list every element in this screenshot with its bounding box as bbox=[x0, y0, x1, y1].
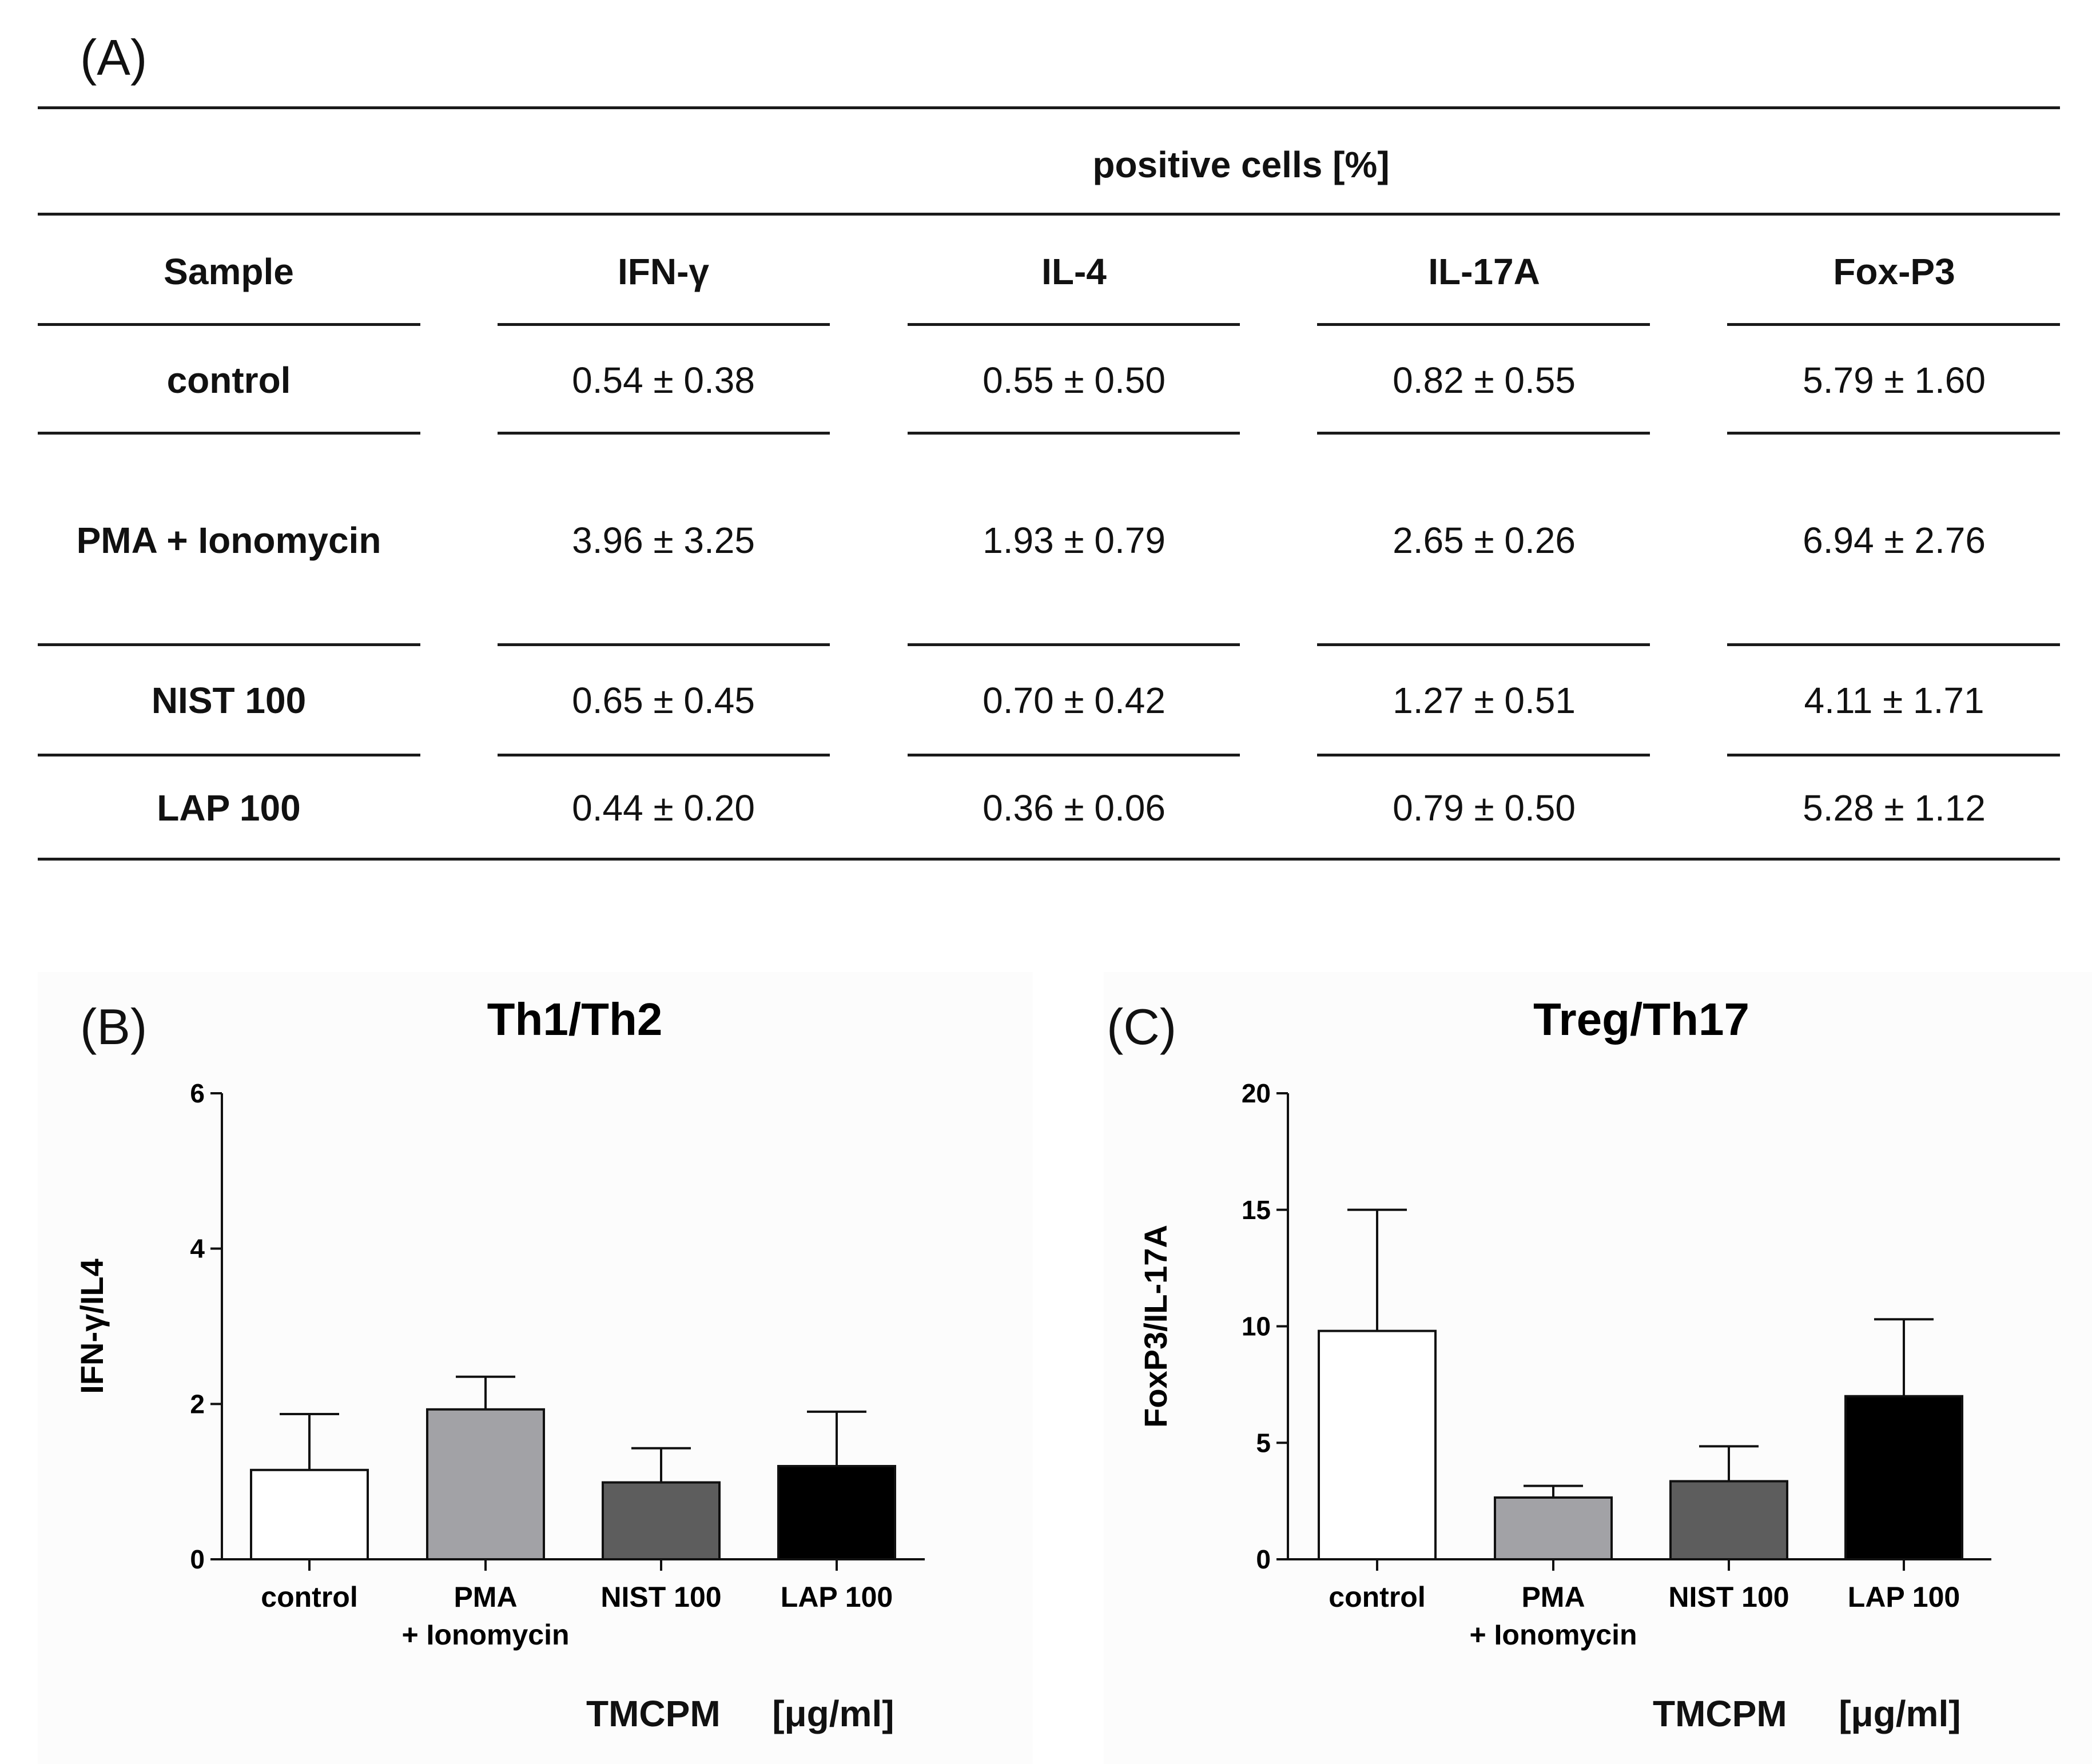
table-cell: 1.93 ± 0.79 bbox=[983, 520, 1166, 561]
table-row-rule bbox=[1727, 643, 2060, 646]
table-column-header: IL-4 bbox=[1041, 251, 1107, 292]
table-row-rule bbox=[908, 323, 1240, 326]
table-row-label: control bbox=[166, 360, 291, 401]
table-row-label: LAP 100 bbox=[157, 787, 301, 829]
panel-a-label-text: (A) bbox=[80, 29, 148, 86]
panel-c-unit-name: TMCPM bbox=[1653, 1693, 1787, 1734]
x-category-label: PMA bbox=[1521, 1581, 1585, 1613]
x-category-label: + Ionomycin bbox=[401, 1619, 569, 1651]
y-tick-label: 2 bbox=[190, 1389, 205, 1419]
x-category-label: LAP 100 bbox=[781, 1581, 893, 1613]
table-row-rule bbox=[38, 432, 420, 435]
table-row-rule bbox=[1317, 323, 1650, 326]
table-row-rule bbox=[908, 432, 1240, 435]
table-cell: 1.27 ± 0.51 bbox=[1393, 680, 1576, 721]
panel-b bbox=[38, 972, 1033, 1764]
table-cell: 5.79 ± 1.60 bbox=[1803, 360, 1986, 401]
table-row-rule bbox=[498, 432, 830, 435]
table-header-group: positive cells [%] bbox=[1092, 144, 1390, 185]
bar bbox=[426, 1408, 545, 1560]
bar bbox=[1494, 1496, 1613, 1561]
table-cell: 3.96 ± 3.25 bbox=[572, 520, 755, 561]
x-category-label: PMA bbox=[454, 1581, 517, 1613]
y-axis-label: FoxP3/IL-17A bbox=[1138, 1225, 1174, 1428]
table-cell: 0.44 ± 0.20 bbox=[572, 787, 755, 829]
table-row-rule bbox=[498, 643, 830, 646]
table-column-header: IFN-γ bbox=[618, 251, 709, 292]
table-cell: 0.65 ± 0.45 bbox=[572, 680, 755, 721]
y-tick-label: 5 bbox=[1256, 1428, 1271, 1458]
table-cell: 4.11 ± 1.71 bbox=[1804, 680, 1984, 721]
table-cell: 0.36 ± 0.06 bbox=[983, 787, 1166, 829]
table-cell: 6.94 ± 2.76 bbox=[1803, 520, 1986, 561]
bar bbox=[250, 1468, 369, 1561]
y-tick-label: 20 bbox=[1242, 1078, 1271, 1108]
table-row-rule bbox=[38, 643, 420, 646]
panel-c-unit-caption: TMCPM [μg/ml] bbox=[1653, 1693, 1961, 1735]
table-row-rule bbox=[1727, 432, 2060, 435]
table-row-rule bbox=[1317, 754, 1650, 756]
x-category-label: NIST 100 bbox=[1668, 1581, 1789, 1613]
panel-b-label-text: (B) bbox=[80, 998, 148, 1055]
panel-c bbox=[1104, 972, 2092, 1764]
x-category-label: NIST 100 bbox=[600, 1581, 721, 1613]
table-row-rule bbox=[908, 754, 1240, 756]
panel-b-unit-name: TMCPM bbox=[586, 1693, 721, 1734]
bar bbox=[1669, 1480, 1788, 1560]
table-row-label: NIST 100 bbox=[151, 680, 307, 721]
table-cell: 2.65 ± 0.26 bbox=[1393, 520, 1576, 561]
table-header-rule bbox=[38, 213, 2060, 216]
panel-c-label: (C) bbox=[1107, 998, 1176, 1056]
panel-b-unit-caption: TMCPM [μg/ml] bbox=[586, 1693, 894, 1735]
x-category-label: control bbox=[1329, 1581, 1425, 1613]
panel-c-label-text: (C) bbox=[1107, 998, 1177, 1055]
table-top-rule bbox=[38, 106, 2060, 109]
y-tick-label: 15 bbox=[1242, 1195, 1271, 1225]
x-category-label: LAP 100 bbox=[1848, 1581, 1960, 1613]
panel-b-label: (B) bbox=[80, 998, 147, 1056]
table-bottom-rule bbox=[38, 858, 2060, 861]
y-axis-label: IFN-γ/IL4 bbox=[74, 1259, 110, 1393]
chart-title: Th1/Th2 bbox=[487, 994, 663, 1045]
y-tick-label: 10 bbox=[1242, 1312, 1271, 1341]
table-cell: 0.79 ± 0.50 bbox=[1393, 787, 1576, 829]
panel-a-label: (A) bbox=[80, 29, 147, 87]
table-column-header: Fox-P3 bbox=[1833, 251, 1955, 292]
y-tick-label: 4 bbox=[190, 1234, 205, 1264]
bar bbox=[1844, 1395, 1963, 1560]
chart-th1-th2: Th1/Th2 IFN-γ/IL4 0 2 4 6 control PMA + Ionomyci… bbox=[74, 994, 925, 1651]
chart-treg-th17: Treg/Th17 FoxP3/IL-17A 0 5 10 15 20 control PMA +… bbox=[1138, 994, 1991, 1651]
panel-c-unit-value: [μg/ml] bbox=[1839, 1693, 1961, 1734]
y-tick-label: 0 bbox=[190, 1544, 205, 1574]
bar bbox=[602, 1481, 721, 1561]
table-row-rule bbox=[1727, 323, 2060, 326]
y-tick-label: 6 bbox=[190, 1078, 205, 1108]
table-cell: 0.70 ± 0.42 bbox=[983, 680, 1166, 721]
table-cell: 0.55 ± 0.50 bbox=[983, 360, 1166, 401]
y-tick-label: 0 bbox=[1256, 1544, 1271, 1574]
table-cell: 0.82 ± 0.55 bbox=[1393, 360, 1576, 401]
table-cell: 0.54 ± 0.38 bbox=[572, 360, 755, 401]
panel-b-unit-value: [μg/ml] bbox=[772, 1693, 894, 1734]
chart-title: Treg/Th17 bbox=[1533, 994, 1749, 1045]
table-row-rule bbox=[38, 754, 420, 756]
table-row-rule bbox=[1727, 754, 2060, 756]
table-row-rule bbox=[908, 643, 1240, 646]
x-category-label: control bbox=[261, 1581, 357, 1613]
x-category-label: + Ionomycin bbox=[1469, 1619, 1637, 1651]
table-row-rule bbox=[1317, 432, 1650, 435]
table-row-rule bbox=[498, 323, 830, 326]
bar bbox=[777, 1465, 896, 1560]
table-column-header: Sample bbox=[164, 251, 294, 292]
bar bbox=[1318, 1329, 1437, 1561]
table-row-rule bbox=[1317, 643, 1650, 646]
table-column-header: IL-17A bbox=[1428, 251, 1540, 292]
table-cell: 5.28 ± 1.12 bbox=[1803, 787, 1986, 829]
table-row-rule bbox=[498, 754, 830, 756]
table-row-rule bbox=[38, 323, 420, 326]
table-row-label: PMA + Ionomycin bbox=[76, 520, 381, 561]
